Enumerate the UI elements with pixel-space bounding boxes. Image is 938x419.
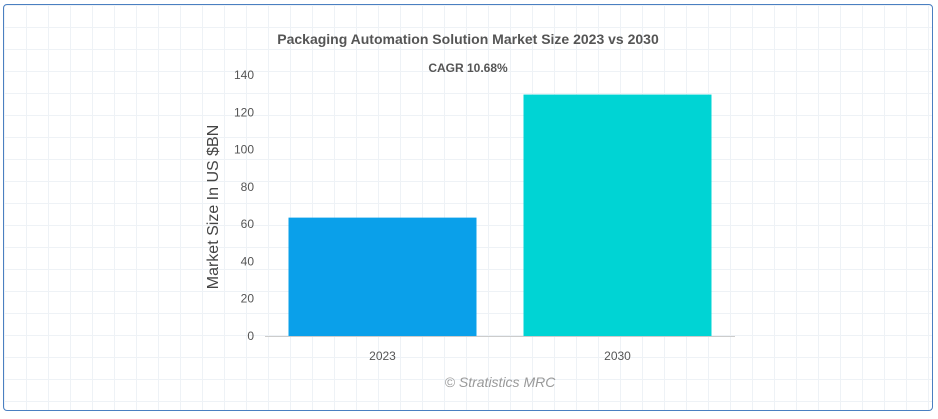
y-tick-label: 80 — [241, 180, 255, 194]
y-tick-label: 60 — [241, 217, 255, 231]
y-tick-label: 40 — [241, 254, 255, 268]
y-tick-label: 140 — [234, 68, 254, 82]
y-tick-label: 0 — [247, 329, 254, 343]
y-tick-label: 120 — [234, 105, 254, 119]
y-tick-label: 20 — [241, 292, 255, 306]
y-axis-label: Market Size In US $BN — [205, 125, 222, 290]
chart-subtitle: CAGR 10.68% — [428, 61, 508, 75]
bar-2030 — [523, 94, 712, 336]
credit-watermark: © Stratistics MRC — [445, 374, 557, 390]
chart-title: Packaging Automation Solution Market Siz… — [277, 31, 659, 47]
x-tick-label: 2030 — [604, 349, 631, 363]
x-axis-ticks: 2023 2030 — [369, 349, 631, 363]
y-tick-label: 100 — [234, 143, 254, 157]
x-tick-label: 2023 — [369, 349, 396, 363]
y-axis-ticks: 0 20 40 60 80 100 120 140 — [234, 68, 254, 343]
bar-2023 — [288, 217, 477, 336]
bars — [288, 94, 712, 336]
chart-frame — [3, 4, 933, 411]
